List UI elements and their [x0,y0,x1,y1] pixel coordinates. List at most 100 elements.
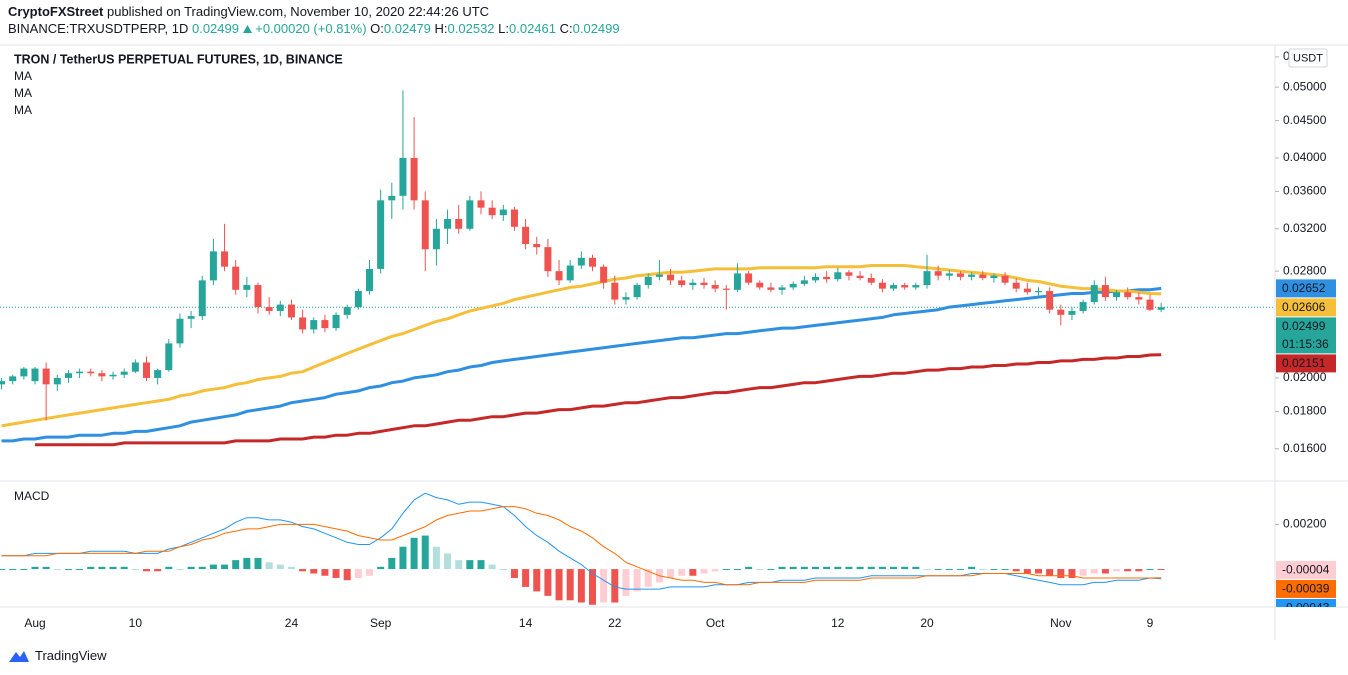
open: 0.02479 [383,21,431,36]
histogram-bar [1113,569,1121,572]
histogram-bar [87,566,95,570]
candle-body [555,271,563,281]
candle-body [600,266,608,283]
histogram-bar [990,569,998,571]
histogram-bar [20,569,28,571]
histogram-bar [934,569,942,571]
candle-body [0,381,6,385]
moving-average [35,353,1162,447]
histogram-bar [600,569,608,603]
histogram-bar [444,553,452,570]
y-tick-label: 0.04500 [1283,113,1327,127]
candle-body [1079,302,1087,311]
candle-body [477,200,485,208]
chart-title: TRON / TetherUS PERPETUAL FUTURES, 1D, B… [14,52,343,66]
candle-body [700,282,708,286]
macd-label: -0.00043 [1282,601,1330,615]
histogram-bar [76,569,84,571]
histogram-bar [488,564,496,570]
candle-body [990,275,998,279]
histogram-bar [276,564,284,570]
candle-body [399,157,407,196]
histogram-bar [120,566,128,570]
histogram-bar [1146,569,1154,571]
candle-body [1146,299,1154,310]
histogram-bar [310,569,318,574]
histogram-bar [1135,569,1143,572]
x-tick-label: Sep [370,616,392,630]
candle-body [20,368,28,377]
x-tick-label: 10 [129,616,143,630]
ohlc-label: C: [559,21,573,36]
candle-body [466,200,474,229]
unit: USDT [1293,52,1323,64]
candle-body [577,257,585,266]
candle-body [689,282,697,286]
candle-body [945,273,953,276]
histogram-bar [1035,569,1042,574]
candle-body [221,251,229,267]
candle-body [934,271,942,276]
x-tick-label: Aug [24,616,45,630]
candle-body [131,362,139,372]
candle-body [499,209,507,216]
candle-body [332,314,340,329]
price-pane [0,90,1275,447]
histogram-bar [466,560,474,570]
histogram-bar [1079,569,1087,576]
histogram-bar [1046,569,1054,576]
candle-body [254,285,262,308]
signal-line [1,506,1162,586]
histogram-bar [812,566,819,570]
histogram-bar [544,569,552,596]
quote-line: BINANCE:TRXUSDTPERP, 1D 0.02499 +0.00020… [8,21,620,36]
histogram-bar [343,569,351,581]
candle-body [1135,297,1143,300]
x-tick-label: 22 [608,616,622,630]
histogram-bar [633,569,641,592]
histogram-bar [388,557,396,570]
candle-body [510,209,518,227]
histogram-bar [789,566,797,570]
candle-body [165,343,173,371]
brand-logo [9,650,29,662]
legend-entry: MA [14,86,32,100]
histogram-bar [1023,569,1031,574]
histogram-bar [143,569,150,572]
macd-label: -0.00039 [1282,582,1330,596]
candle-body [488,207,496,216]
y-tick-label: 0.01600 [1283,441,1327,455]
y-tick-label: 0.01800 [1283,404,1327,418]
candle-body [878,282,886,289]
histogram-bar [622,569,630,596]
histogram-bar [577,569,585,603]
candle-body [299,317,307,330]
up-arrow [242,25,252,33]
price-label-box [1276,279,1336,298]
candle-body [544,247,552,272]
histogram-bar [377,566,385,570]
candle-body [176,318,184,344]
candle-body [678,280,686,286]
candle-body [64,373,72,378]
histogram-bar [711,569,719,572]
histogram-bar [912,566,920,570]
candle-body [923,271,931,286]
candle-body [1001,275,1009,283]
price-label: 0.02606 [1282,300,1326,314]
histogram-bar [131,569,139,571]
histogram-bar [321,569,329,576]
candle-body [109,374,117,377]
histogram-bar [956,569,964,571]
close: 0.02499 [572,21,620,36]
moving-average [1,264,1162,428]
histogram-bar [689,569,697,576]
candle-body [722,288,730,290]
candle-body [633,285,641,298]
candle-body [611,282,619,300]
histogram-bar [589,569,596,605]
x-tick-label: 20 [920,616,934,630]
price-label: 0.02151 [1282,356,1326,370]
candle-body [209,251,217,281]
